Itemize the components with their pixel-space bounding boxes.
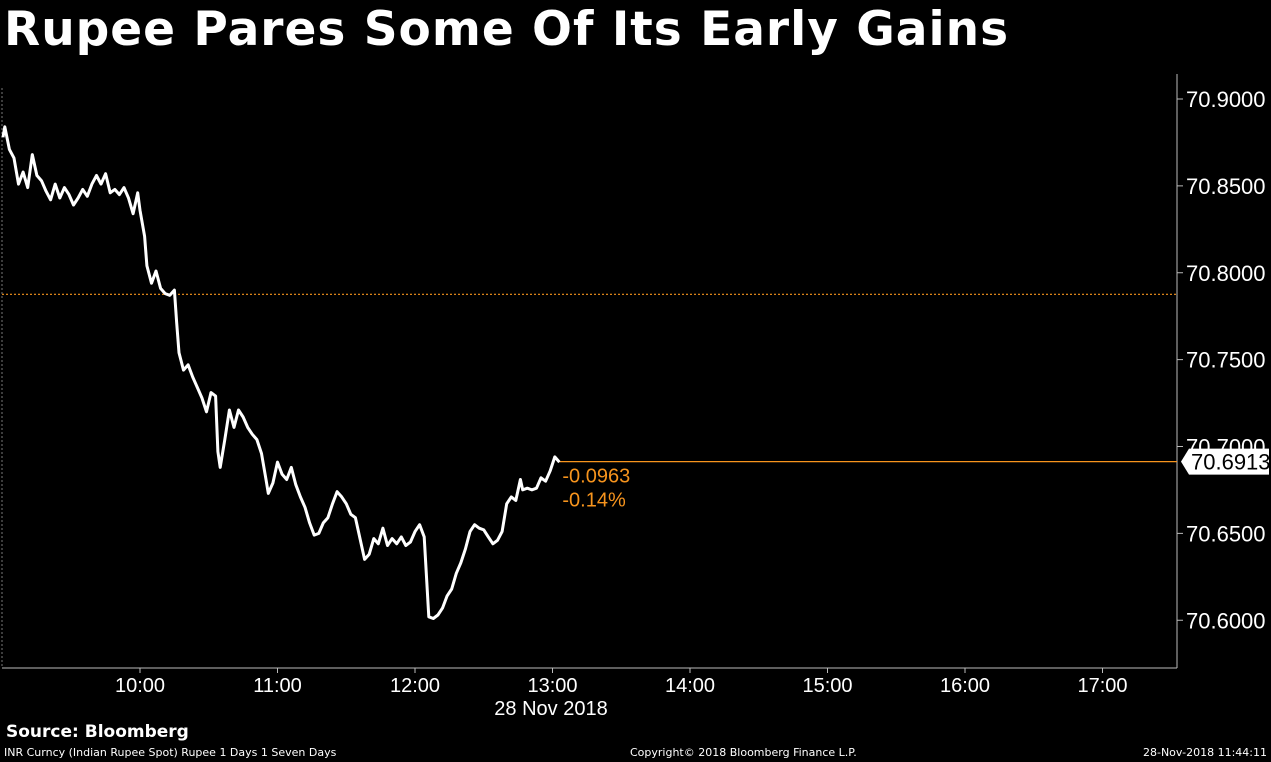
- change-percent-label: -0.14%: [562, 490, 626, 512]
- x-tick-label: 11:00: [253, 675, 302, 697]
- change-value-label: -0.0963: [562, 466, 630, 488]
- chart-title: Rupee Pares Some Of Its Early Gains: [4, 2, 1010, 57]
- y-tick-label: 70.8000: [1186, 261, 1266, 286]
- y-tick-labels: 70.600070.650070.700070.750070.800070.85…: [1177, 87, 1266, 633]
- x-tick-label: 13:00: [527, 675, 577, 697]
- x-tick-label: 15:00: [802, 675, 852, 697]
- series-line: [1, 125, 561, 620]
- last-value-box: [1181, 448, 1269, 475]
- footer-copyright: Copyright© 2018 Bloomberg Finance L.P.: [630, 746, 857, 759]
- x-tick-label: 12:00: [390, 675, 440, 697]
- y-tick-label: 70.7500: [1186, 348, 1266, 373]
- y-tick-label: 70.6000: [1186, 608, 1266, 633]
- y-tick-label: 70.8500: [1186, 174, 1266, 199]
- x-tick-labels: 10:00 11:00 12:00 13:00 14:00 15:00 16:00 17:00: [115, 668, 1128, 697]
- x-tick-label: 16:00: [940, 675, 990, 697]
- footer-timestamp: 28-Nov-2018 11:44:11: [1142, 746, 1267, 759]
- y-tick-label: 70.9000: [1186, 87, 1266, 112]
- x-axis-label: 28 Nov 2018: [494, 698, 607, 720]
- source-label: Source: Bloomberg: [6, 722, 189, 742]
- x-tick-label: 17:00: [1077, 675, 1127, 697]
- last-value-tag: 70.6913: [1181, 448, 1271, 475]
- y-tick-label: 70.6500: [1186, 521, 1266, 546]
- x-tick-label: 14:00: [665, 675, 715, 697]
- last-value-label: 70.6913: [1191, 450, 1271, 475]
- x-tick-label: 10:00: [115, 675, 165, 697]
- axes: [1, 74, 1178, 669]
- footer-description: INR Curncy (Indian Rupee Spot) Rupee 1 D…: [4, 746, 337, 759]
